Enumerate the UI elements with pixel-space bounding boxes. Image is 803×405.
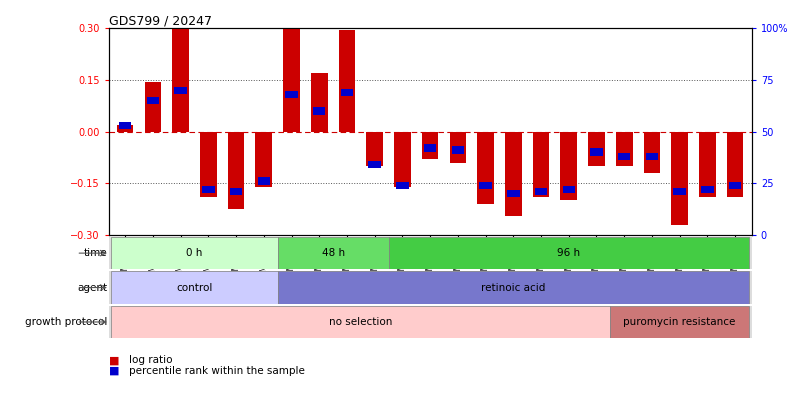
Text: GDS799 / 20247: GDS799 / 20247 [108,14,211,27]
Bar [111,237,277,269]
Bar [422,132,438,159]
Bar [396,181,408,189]
Text: percentile rank within the sample: percentile rank within the sample [128,366,304,375]
Bar [116,125,133,132]
Bar [119,122,131,129]
Bar [338,30,355,132]
Text: no selection: no selection [328,317,392,327]
Bar [562,185,574,193]
Text: 48 h: 48 h [321,248,344,258]
Bar [393,132,410,187]
Bar [479,181,491,189]
Bar [700,185,713,193]
Bar [673,188,685,195]
Bar [451,147,463,154]
Text: log ratio: log ratio [128,356,172,365]
Text: ■: ■ [108,366,119,375]
Bar [643,132,659,173]
Bar [589,149,602,156]
Text: control: control [176,283,213,292]
Bar [534,188,547,195]
Bar [277,271,748,304]
Bar [146,97,159,104]
Bar [230,188,242,195]
Bar [277,237,388,269]
Text: time: time [84,248,107,258]
Bar [449,132,466,162]
Bar [671,132,687,224]
Bar [726,132,743,197]
Bar [645,153,658,160]
Bar [111,306,609,338]
Bar [560,132,577,200]
Bar [588,132,604,166]
Bar [615,132,632,166]
Text: growth protocol: growth protocol [25,317,107,327]
Bar [174,87,186,94]
Bar [285,91,297,98]
Bar [368,161,381,168]
Bar [728,181,740,189]
Bar [507,190,519,197]
Bar [532,132,548,197]
Text: 96 h: 96 h [556,248,580,258]
Bar [312,107,325,115]
Bar [477,132,493,204]
Bar [283,27,300,132]
Bar [257,177,270,185]
Bar [340,89,353,96]
Text: puromycin resistance: puromycin resistance [622,317,735,327]
Bar [200,132,216,197]
Bar [255,132,271,187]
Bar [698,132,715,197]
Bar [618,153,630,160]
Bar [366,132,382,166]
Text: retinoic acid: retinoic acid [480,283,544,292]
Bar [609,306,748,338]
Bar [311,73,327,132]
Bar [227,132,244,209]
Bar [145,82,161,132]
Bar [504,132,521,216]
Bar [423,144,436,152]
Text: agent: agent [77,283,107,292]
Bar [111,271,277,304]
Bar [388,237,748,269]
Bar [172,27,189,132]
Bar [202,185,214,193]
Text: ■: ■ [108,356,119,365]
Text: 0 h: 0 h [186,248,202,258]
